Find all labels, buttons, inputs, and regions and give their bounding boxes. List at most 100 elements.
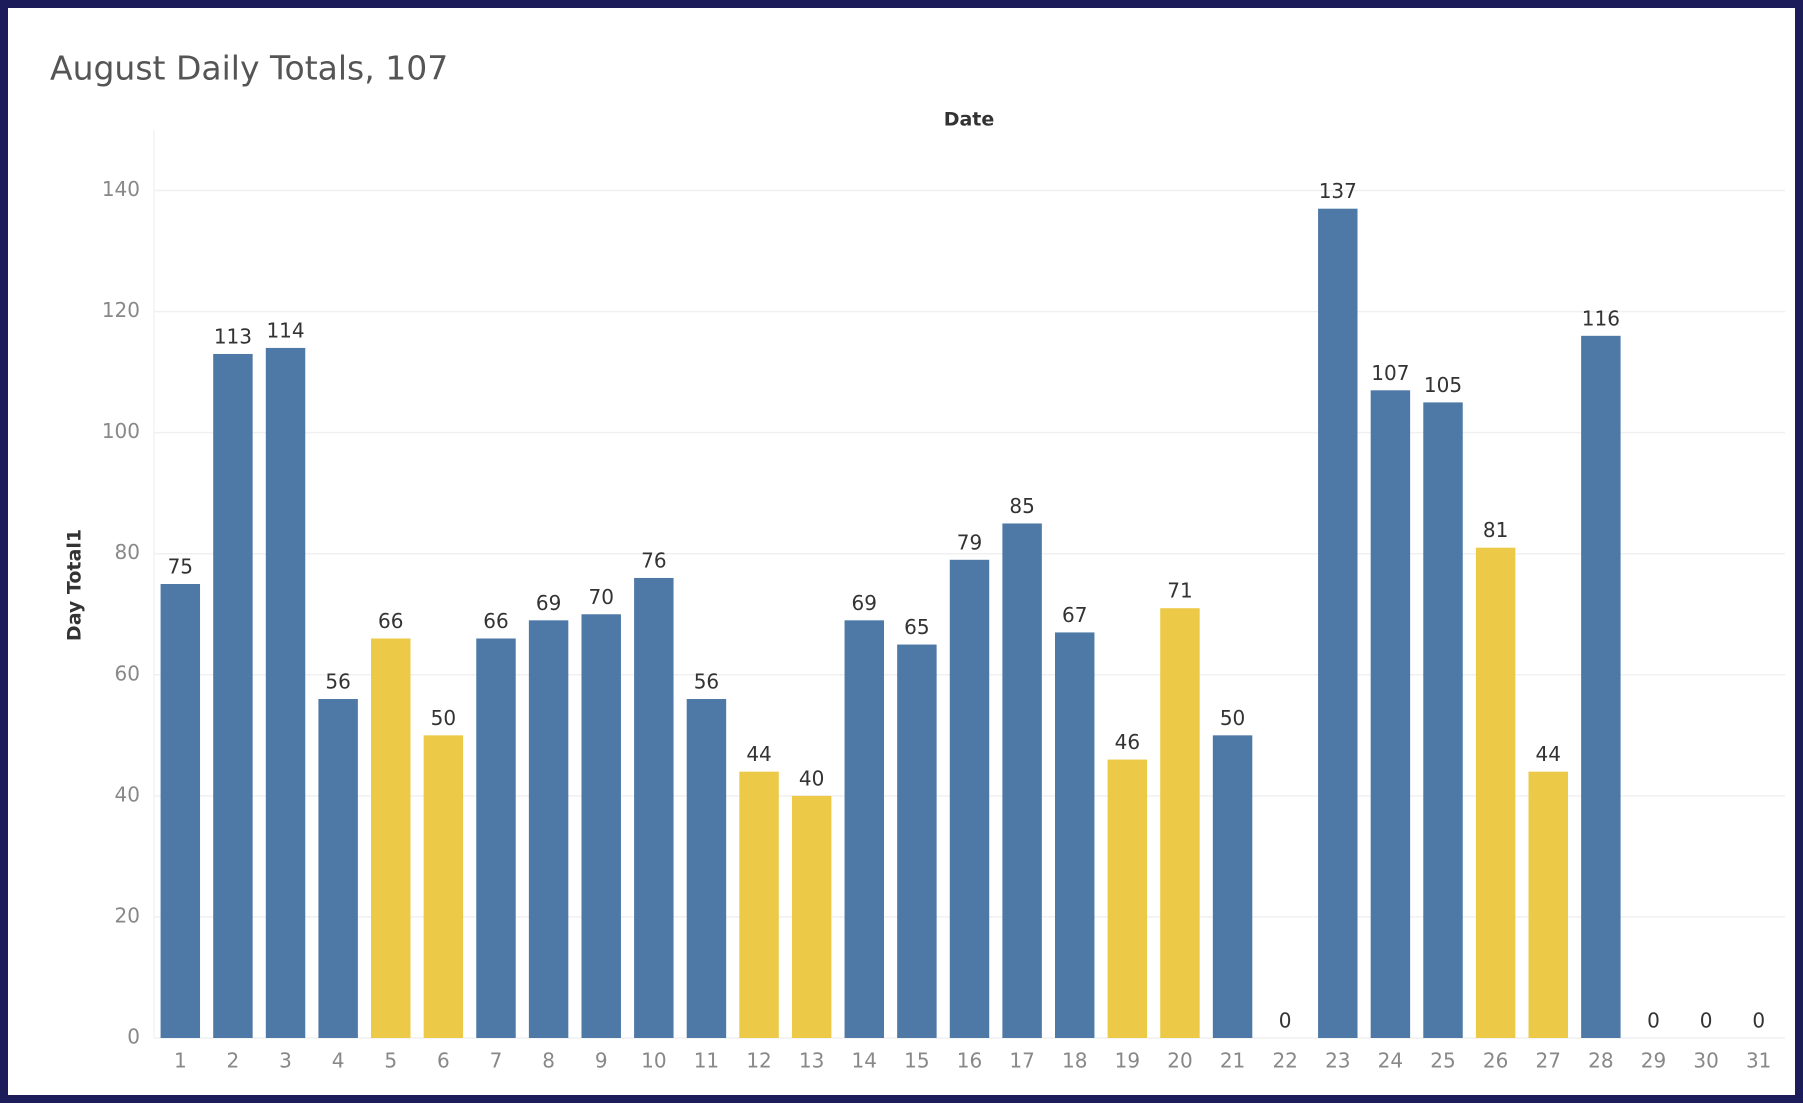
x-tick-label: 18 (1062, 1049, 1087, 1073)
bar (1002, 523, 1042, 1038)
data-label: 70 (588, 585, 613, 609)
data-label: 107 (1371, 361, 1409, 385)
x-tick-label: 3 (279, 1049, 292, 1073)
data-label: 56 (325, 670, 350, 694)
bar (897, 644, 937, 1038)
data-label: 0 (1279, 1009, 1292, 1033)
x-tick-label: 19 (1115, 1049, 1140, 1073)
x-tick-label: 13 (799, 1049, 824, 1073)
data-label: 81 (1483, 518, 1508, 542)
bar (1107, 759, 1148, 1038)
data-label: 44 (746, 742, 771, 766)
x-tick-label: 27 (1536, 1049, 1561, 1073)
x-tick-label: 11 (694, 1049, 719, 1073)
x-tick-label: 26 (1483, 1049, 1508, 1073)
data-label: 75 (168, 555, 193, 579)
x-tick-label: 16 (957, 1049, 982, 1073)
x-tick-label: 5 (384, 1049, 397, 1073)
bar (423, 735, 464, 1038)
bar (160, 584, 201, 1038)
x-tick-label: 8 (542, 1049, 555, 1073)
bar (528, 620, 569, 1038)
x-tick-label: 1 (174, 1049, 187, 1073)
data-label: 116 (1582, 306, 1620, 330)
data-label: 67 (1062, 603, 1087, 627)
data-label: 0 (1752, 1009, 1765, 1033)
data-label: 113 (214, 324, 252, 348)
bar (1370, 390, 1411, 1038)
data-label: 79 (957, 530, 982, 554)
data-label: 66 (378, 609, 403, 633)
x-tick-label: 31 (1746, 1049, 1771, 1073)
bar (949, 559, 990, 1038)
x-tick-label: 9 (595, 1049, 608, 1073)
data-label: 69 (852, 591, 877, 615)
data-label: 44 (1536, 742, 1561, 766)
x-tick-label: 29 (1641, 1049, 1666, 1073)
y-tick-label: 40 (115, 782, 140, 806)
x-tick-label: 24 (1378, 1049, 1403, 1073)
y-tick-label: 0 (127, 1025, 140, 1049)
bar (213, 353, 253, 1038)
y-tick-label: 20 (115, 903, 140, 927)
x-tick-label: 23 (1325, 1049, 1350, 1073)
bar (1528, 771, 1568, 1038)
bar (739, 771, 779, 1038)
data-label: 46 (1115, 730, 1140, 754)
bar (1423, 402, 1463, 1038)
x-tick-label: 25 (1430, 1049, 1455, 1073)
x-tick-label: 4 (332, 1049, 345, 1073)
data-label: 71 (1167, 579, 1192, 603)
data-label: 76 (641, 548, 666, 572)
x-tick-label: 14 (852, 1049, 877, 1073)
data-label: 50 (431, 706, 456, 730)
bar (791, 795, 832, 1038)
x-axis-label: Date (944, 109, 995, 131)
data-label: 50 (1220, 706, 1245, 730)
bar (318, 699, 358, 1038)
bar (1318, 208, 1358, 1038)
bar (1475, 547, 1516, 1038)
x-tick-label: 12 (746, 1049, 771, 1073)
bar (265, 347, 306, 1038)
x-tick-label: 10 (641, 1049, 666, 1073)
x-tick-label: 21 (1220, 1049, 1245, 1073)
y-tick-label: 80 (115, 540, 140, 564)
x-tick-label: 22 (1272, 1049, 1297, 1073)
y-tick-label: 140 (102, 177, 140, 201)
bar (1212, 735, 1253, 1038)
x-tick-label: 2 (227, 1049, 240, 1073)
data-label: 69 (536, 591, 561, 615)
bar (634, 577, 674, 1038)
data-label: 66 (483, 609, 508, 633)
data-label: 0 (1700, 1009, 1713, 1033)
data-label: 40 (799, 766, 824, 790)
bar (476, 638, 516, 1038)
x-tick-label: 17 (1009, 1049, 1034, 1073)
y-tick-label: 60 (115, 661, 140, 685)
y-axis-label: Day Total1 (64, 529, 86, 641)
y-tick-label: 120 (102, 298, 140, 322)
x-tick-label: 30 (1693, 1049, 1718, 1073)
data-label: 0 (1647, 1009, 1660, 1033)
x-tick-label: 6 (437, 1049, 450, 1073)
y-tick-label: 100 (102, 419, 140, 443)
data-label: 137 (1319, 179, 1357, 203)
x-tick-label: 20 (1167, 1049, 1192, 1073)
bar (1054, 632, 1095, 1038)
bar (844, 620, 885, 1038)
chart-title: August Daily Totals, 107 (50, 49, 448, 88)
x-tick-label: 28 (1588, 1049, 1613, 1073)
x-tick-label: 7 (490, 1049, 503, 1073)
bar (1160, 608, 1200, 1038)
bar (581, 614, 621, 1038)
data-label: 114 (266, 318, 304, 342)
bar (371, 638, 411, 1038)
data-label: 105 (1424, 373, 1462, 397)
bar (686, 699, 727, 1038)
data-label: 56 (694, 670, 719, 694)
data-label: 65 (904, 615, 929, 639)
bar (1581, 335, 1621, 1038)
